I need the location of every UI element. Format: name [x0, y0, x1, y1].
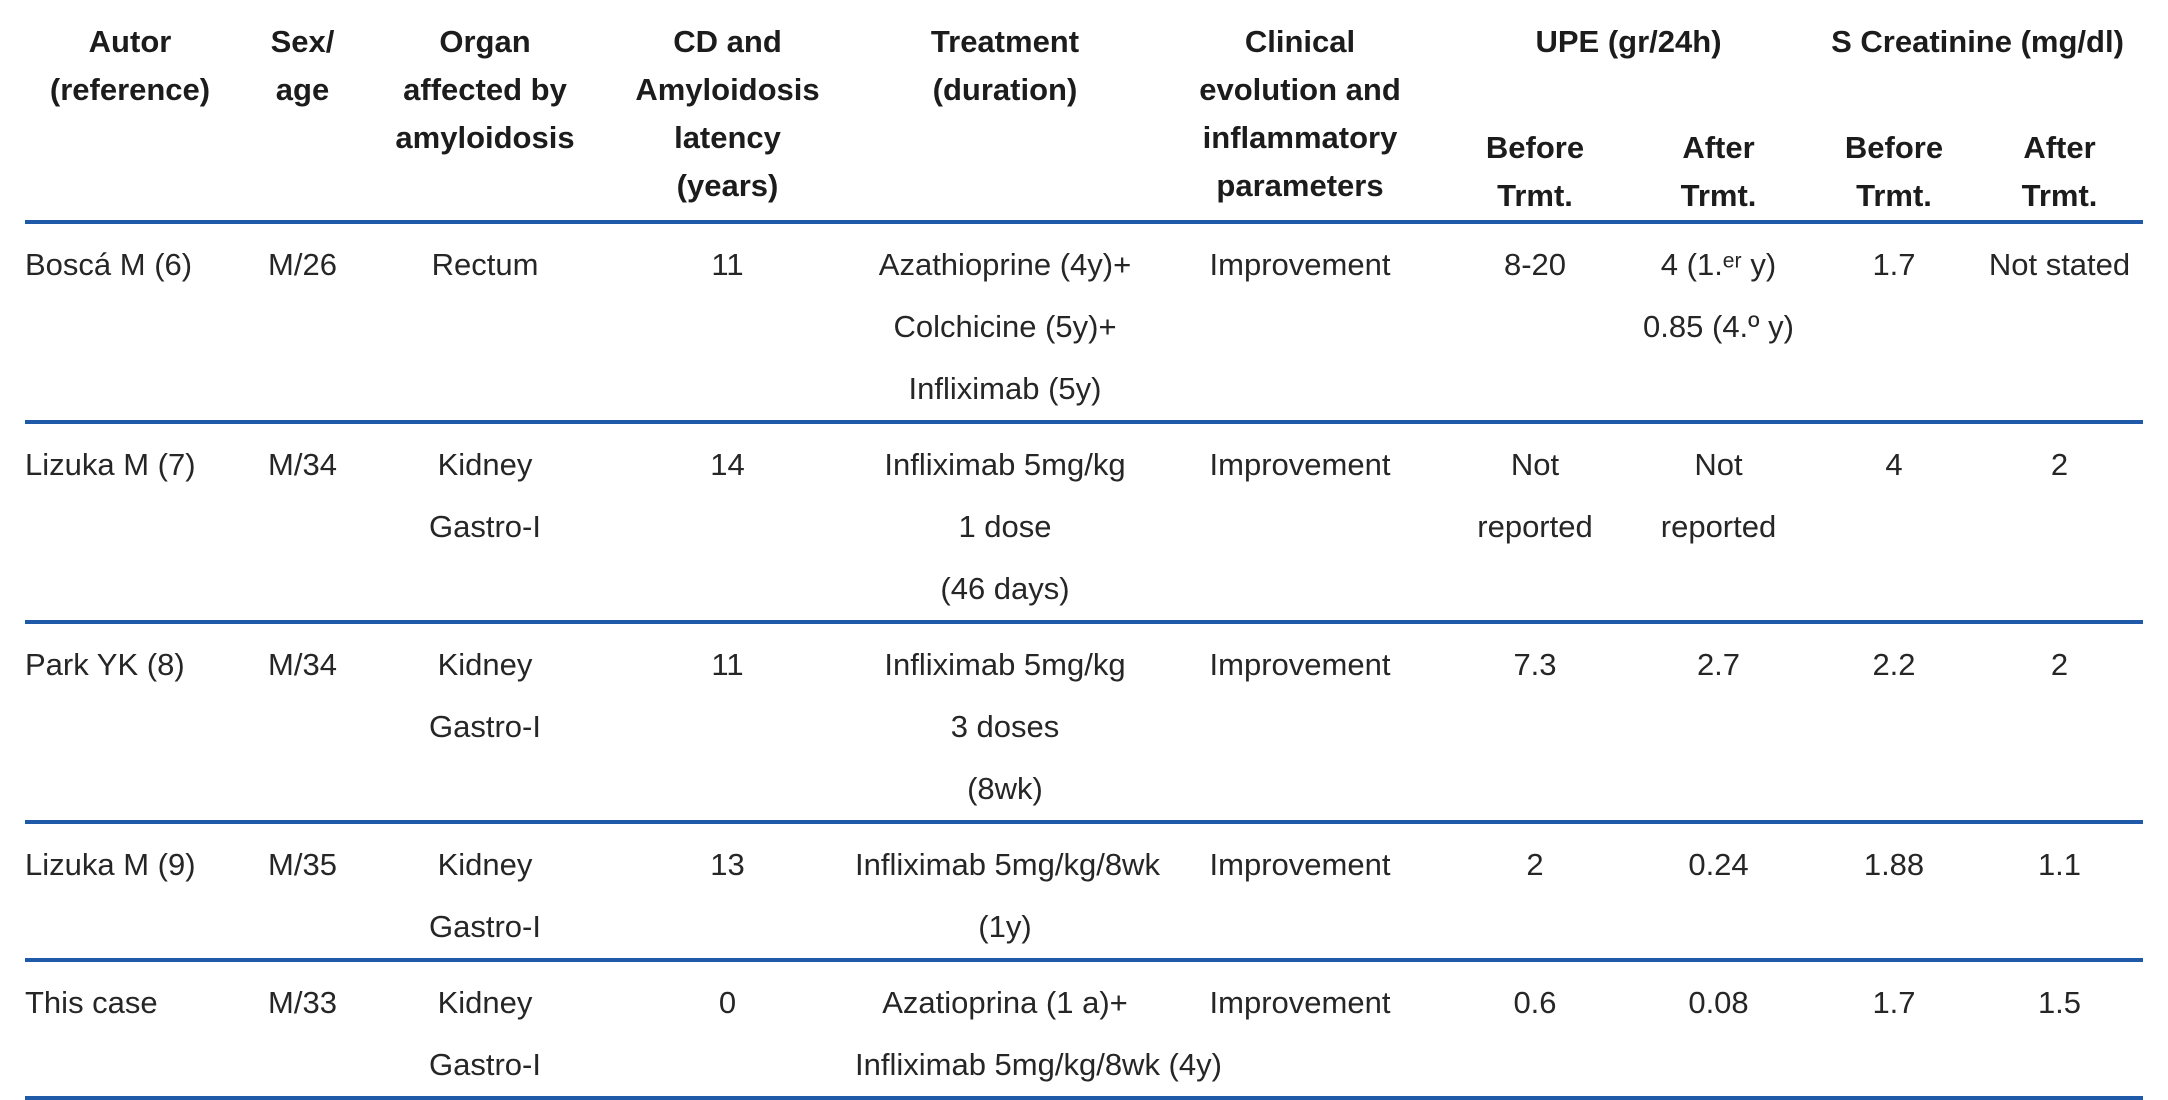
table-body: Boscá M (6) M/26 Rectum 11 Azathioprine … — [25, 222, 2143, 1100]
cell-upe-after: 0.24 — [1625, 822, 1812, 962]
cell-cr-before: 2.2 — [1812, 622, 1976, 824]
header-sub-row: Before Trmt. After Trmt. Before Trmt. Af… — [25, 100, 2143, 224]
group-header-creatinine: S Creatinine (mg/dl) — [1831, 24, 2124, 59]
cell-treatment: Infliximab 5mg/kg 1 dose (46 days) — [855, 422, 1155, 624]
cell-upe-before: 0.6 — [1445, 960, 1625, 1100]
cell-cr-after: Not stated — [1976, 222, 2143, 424]
cell-latency: 0 — [600, 960, 855, 1100]
table-header: Autor (reference) Sex/ age Organ affecte… — [25, 0, 2143, 224]
cell-evolution: Improvement — [1155, 822, 1445, 962]
cell-sex-age: M/26 — [235, 222, 370, 424]
cell-organ: Kidney Gastro-I — [370, 422, 600, 624]
cell-autor: Park YK (8) — [25, 622, 235, 824]
cell-cr-before: 1.7 — [1812, 960, 1976, 1100]
cell-autor: Lizuka M (9) — [25, 822, 235, 962]
cell-latency: 11 — [600, 222, 855, 424]
cell-upe-after: Not reported — [1625, 422, 1812, 624]
cell-upe-after: 4 (1.ᵉʳ y) 0.85 (4.º y) — [1625, 222, 1812, 424]
cell-latency: 13 — [600, 822, 855, 962]
cell-treatment: Infliximab 5mg/kg 3 doses (8wk) — [855, 622, 1155, 824]
cell-sex-age: M/34 — [235, 422, 370, 624]
cell-treatment: Azathioprine (4y)+ Colchicine (5y)+ Infl… — [855, 222, 1155, 424]
cell-latency: 14 — [600, 422, 855, 624]
cell-sex-age: M/33 — [235, 960, 370, 1100]
cell-upe-before: 8-20 — [1445, 222, 1625, 424]
col-header-sex-age: Sex/ age — [235, 0, 370, 224]
cell-sex-age: M/35 — [235, 822, 370, 962]
cell-cr-before: 4 — [1812, 422, 1976, 624]
cell-upe-before: 7.3 — [1445, 622, 1625, 824]
cell-upe-after: 2.7 — [1625, 622, 1812, 824]
cell-cr-before: 1.88 — [1812, 822, 1976, 962]
sub-header-cr-after: After Trmt. — [1976, 100, 2143, 224]
cell-organ: Kidney Gastro-I — [370, 822, 600, 962]
header-group-row: Autor (reference) Sex/ age Organ affecte… — [25, 0, 2143, 224]
sub-header-upe-after: After Trmt. — [1625, 100, 1812, 224]
cell-upe-after: 0.08 — [1625, 960, 1812, 1100]
cell-latency: 11 — [600, 622, 855, 824]
cell-upe-before: Not reported — [1445, 422, 1625, 624]
cell-organ: Kidney Gastro-I — [370, 622, 600, 824]
cell-cr-after: 1.1 — [1976, 822, 2143, 962]
cell-treatment: Azatioprina (1 a)+ Infliximab 5mg/kg/8wk… — [855, 960, 1222, 1100]
col-header-evolution: Clinical evolution and inflammatory para… — [1155, 0, 1445, 224]
cell-evolution: Improvement — [1155, 622, 1445, 824]
col-header-autor: Autor (reference) — [25, 0, 235, 224]
cell-cr-after: 1.5 — [1976, 960, 2143, 1100]
cell-evolution: Improvement — [1155, 960, 1445, 1100]
case-series-table: Autor (reference) Sex/ age Organ affecte… — [25, 0, 2143, 1100]
cell-upe-before: 2 — [1445, 822, 1625, 962]
cell-cr-after: 2 — [1976, 622, 2143, 824]
table-row: Lizuka M (9) M/35 Kidney Gastro-I 13 Inf… — [25, 822, 2143, 962]
table-row: This case M/33 Kidney Gastro-I 0 Azatiop… — [25, 960, 2143, 1100]
cell-evolution: Improvement — [1155, 422, 1445, 624]
cell-organ: Rectum — [370, 222, 600, 424]
sub-header-upe-before: Before Trmt. — [1445, 100, 1625, 224]
cell-evolution: Improvement — [1155, 222, 1445, 424]
table-row: Park YK (8) M/34 Kidney Gastro-I 11 Infl… — [25, 622, 2143, 824]
table-row: Lizuka M (7) M/34 Kidney Gastro-I 14 Inf… — [25, 422, 2143, 624]
col-header-latency: CD and Amyloidosis latency (years) — [600, 0, 855, 224]
cell-organ: Kidney Gastro-I — [370, 960, 600, 1100]
cell-autor: Lizuka M (7) — [25, 422, 235, 624]
col-header-treatment: Treatment (duration) — [855, 0, 1155, 224]
cell-treatment: Infliximab 5mg/kg/8wk (1y) — [855, 822, 1160, 962]
cell-sex-age: M/34 — [235, 622, 370, 824]
group-header-upe: UPE (gr/24h) — [1535, 24, 1722, 59]
cell-cr-before: 1.7 — [1812, 222, 1976, 424]
sub-header-cr-before: Before Trmt. — [1812, 100, 1976, 224]
cell-cr-after: 2 — [1976, 422, 2143, 624]
col-header-organ: Organ affected by amyloidosis — [370, 0, 600, 224]
cell-autor: Boscá M (6) — [25, 222, 235, 424]
table-row: Boscá M (6) M/26 Rectum 11 Azathioprine … — [25, 222, 2143, 424]
cell-autor: This case — [25, 960, 235, 1100]
